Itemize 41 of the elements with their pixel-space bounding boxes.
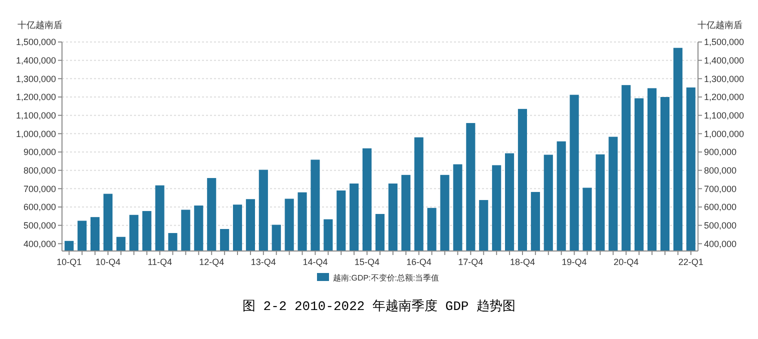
y2-tick-label: 1,200,000 [704, 92, 744, 102]
x-tick-label: 14-Q4 [302, 257, 328, 267]
x-tick-label: 12-Q4 [199, 257, 224, 267]
y2-tick-label: 1,500,000 [704, 37, 744, 48]
y2-tick-label: 600,000 [704, 202, 737, 212]
y2-tick-label: 400,000 [704, 238, 737, 249]
x-tick-label: 13-Q4 [250, 257, 276, 267]
y-tick-label: 1,300,000 [16, 74, 56, 84]
x-tick-label: 10-Q1 [56, 257, 82, 267]
y2-tick-label: 700,000 [704, 184, 737, 194]
x-tick-label: 10-Q4 [95, 257, 120, 267]
x-tick-label: 11-Q4 [148, 257, 172, 267]
y-tick-label: 1,400,000 [16, 55, 56, 66]
y-axis-title: 十亿越南盾 [18, 20, 62, 30]
x-tick-label: 22-Q1 [678, 257, 704, 267]
x-tick-label: 15-Q4 [354, 257, 380, 267]
y-tick-label: 500,000 [23, 220, 56, 230]
y2-tick-label: 900,000 [704, 147, 737, 158]
y2-tick-label: 800,000 [704, 165, 737, 176]
y-tick-label: 600,000 [23, 202, 56, 212]
y-tick-label: 800,000 [23, 165, 56, 176]
x-tick-label: 19-Q4 [562, 257, 587, 267]
y-tick-label: 900,000 [23, 147, 56, 158]
y-tick-label: 400,000 [23, 238, 56, 249]
text: 图 2-2 2010-2022 年越南季度 GDP 趋势图 [242, 298, 516, 314]
y2-tick-label: 1,400,000 [704, 55, 744, 66]
y2-axis-title: 十亿越南盾 [698, 20, 742, 30]
legend-label: 越南:GDP:不变价:总额:当季值 [333, 273, 440, 282]
y-tick-label: 1,500,000 [16, 37, 56, 48]
x-tick-label: 20-Q4 [614, 257, 639, 267]
y2-tick-label: 1,100,000 [704, 110, 744, 120]
x-tick-label: 16-Q4 [406, 257, 432, 267]
y-tick-label: 700,000 [23, 184, 56, 194]
y-tick-label: 1,000,000 [16, 128, 56, 139]
y2-tick-label: 1,300,000 [704, 74, 744, 84]
y-tick-label: 1,100,000 [16, 110, 56, 120]
y2-tick-label: 500,000 [704, 220, 737, 230]
x-tick-label: 17-Q4 [458, 257, 484, 267]
y2-tick-label: 1,000,000 [704, 128, 744, 139]
x-tick-label: 18-Q4 [510, 257, 535, 267]
y-tick-label: 1,200,000 [16, 92, 56, 102]
